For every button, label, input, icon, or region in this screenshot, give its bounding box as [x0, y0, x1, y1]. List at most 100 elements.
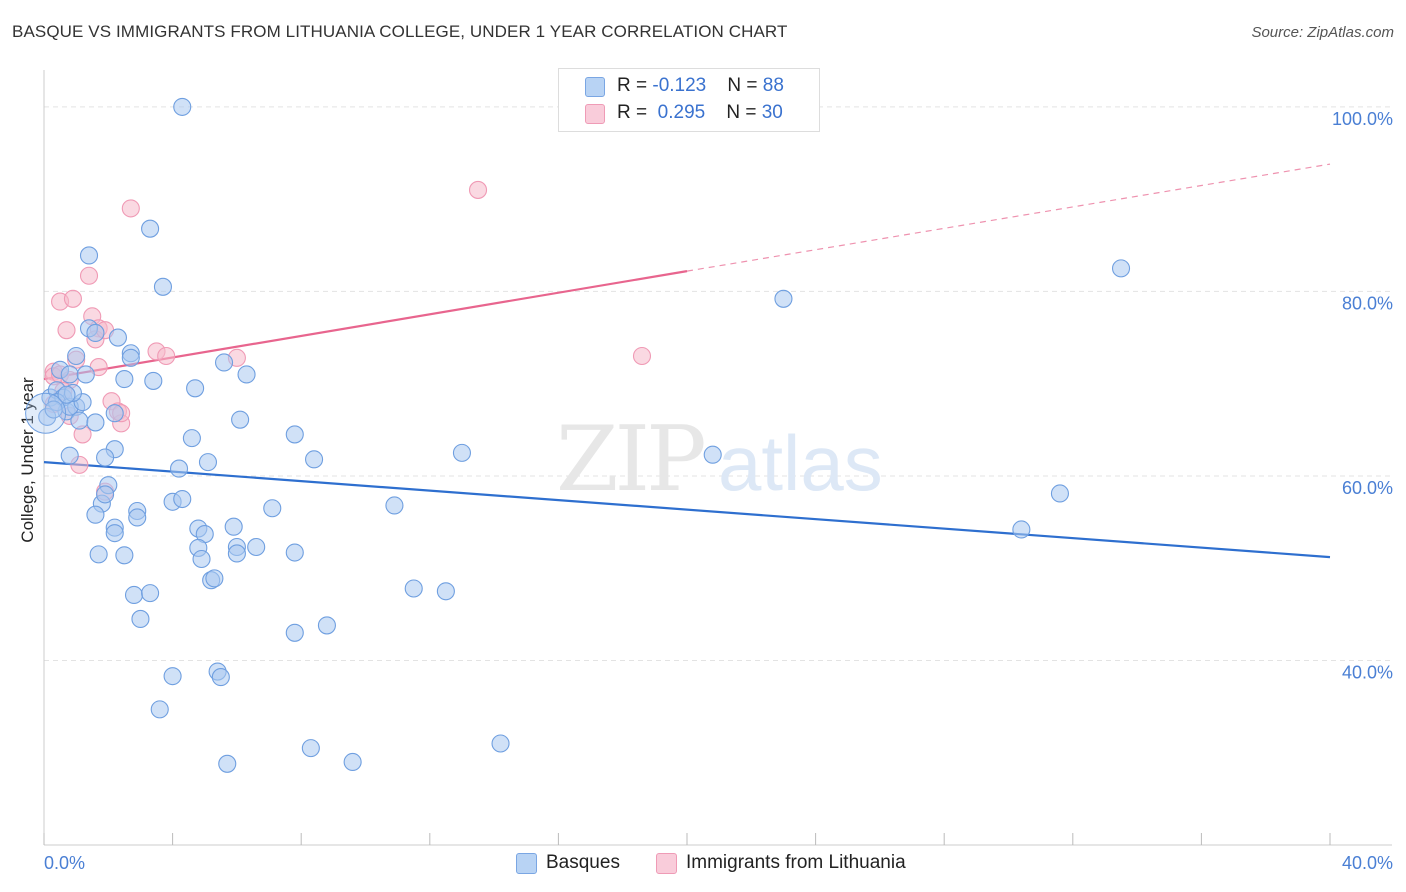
lithuania-point — [632, 346, 652, 366]
basques-point — [198, 453, 218, 472]
basques-point — [173, 97, 192, 116]
basques-point — [343, 752, 362, 772]
basques-point — [105, 404, 124, 423]
chart-source: Source: ZipAtlas.com — [1251, 24, 1394, 41]
basques-point — [231, 410, 250, 429]
basques-point — [703, 445, 722, 464]
basques-point — [214, 353, 234, 372]
basques-point — [205, 569, 224, 588]
basques-point — [76, 365, 95, 384]
bottom-legend-swatch-basques — [516, 853, 537, 874]
lithuania-point — [157, 346, 176, 366]
basques-point — [285, 543, 304, 562]
y-tick-label: 80.0% — [1342, 293, 1393, 313]
basques-point — [150, 700, 169, 719]
basques-point — [211, 668, 230, 687]
basques-point — [128, 508, 147, 527]
trend-lines — [43, 163, 1331, 559]
basques-point — [301, 739, 320, 758]
basques-point — [96, 485, 115, 504]
basques-point — [70, 411, 89, 430]
basques-point-cluster — [25, 392, 67, 434]
basques-point — [436, 582, 455, 601]
basques-point — [121, 348, 140, 367]
basques-point — [182, 429, 201, 448]
y-tick-label: 100.0% — [1332, 109, 1393, 129]
basques-point — [163, 667, 182, 686]
basques-point — [192, 549, 211, 569]
basques-point — [1012, 520, 1031, 539]
lithuania-point — [63, 289, 82, 308]
lithuania-point — [121, 199, 140, 218]
x-tick-label-min: 0.0% — [44, 853, 85, 873]
bottom-legend-swatch-lithuania — [656, 853, 677, 874]
basques-point — [86, 323, 105, 342]
series-basques-points — [25, 97, 1131, 773]
basques-point — [131, 609, 150, 629]
y-tick-label: 40.0% — [1342, 662, 1393, 682]
basques-point — [385, 496, 404, 515]
basques-point — [144, 371, 163, 390]
basques-point — [141, 584, 160, 603]
basques-point — [774, 289, 793, 308]
basques-point — [285, 623, 304, 642]
basques-point — [96, 448, 115, 467]
basques-point — [237, 365, 256, 384]
basques-point — [227, 544, 246, 563]
basques-point — [124, 585, 144, 605]
basques-point — [60, 365, 79, 384]
basques-point — [173, 489, 192, 509]
legend-text-basques: R = -0.123 N = 88 — [617, 75, 784, 96]
basques-point — [108, 328, 127, 347]
basques-point — [452, 443, 472, 462]
lithuania-point — [468, 180, 488, 199]
basques-point — [44, 400, 63, 419]
basques-point — [169, 459, 189, 478]
basques-point — [285, 425, 304, 444]
basques-point — [186, 379, 205, 398]
y-tick-label: 60.0% — [1342, 478, 1393, 498]
basques-point — [263, 499, 282, 518]
basques-point — [60, 446, 79, 465]
basques-point — [224, 517, 243, 536]
legend-swatch-lithuania — [585, 104, 605, 124]
chart-title: BASQUE VS IMMIGRANTS FROM LITHUANIA COLL… — [12, 22, 788, 41]
lithuania-point — [79, 266, 99, 285]
trend-line-lithuania — [43, 270, 688, 381]
lithuania-point — [57, 321, 76, 340]
basques-point — [153, 277, 173, 296]
grid-lines — [44, 106, 1392, 661]
trend-line-basques — [43, 461, 1331, 559]
basques-point — [86, 505, 105, 524]
x-tick-label-max: 40.0% — [1342, 853, 1393, 873]
basques-point — [1050, 484, 1069, 503]
legend-swatch-basques — [585, 77, 605, 97]
stats-legend: R = -0.123 N = 88 R = 0.295 N = 30 — [558, 68, 820, 132]
basques-point — [89, 545, 108, 564]
basques-point — [105, 524, 124, 543]
trend-line-lithuania-extension — [686, 163, 1331, 272]
tick-labels: 40.0% 60.0% 80.0% 100.0% 0.0% 40.0% — [44, 109, 1393, 873]
bottom-legend-label-basques: Basques — [546, 852, 620, 873]
basques-point — [86, 413, 105, 432]
basques-point — [115, 370, 134, 389]
legend-text-lithuania: R = 0.295 N = 30 — [617, 102, 783, 123]
basques-point — [491, 734, 510, 753]
basques-point — [141, 219, 160, 238]
axes — [43, 70, 1392, 846]
basques-point — [115, 546, 134, 565]
basques-point — [67, 346, 86, 366]
basques-point — [404, 579, 423, 598]
basques-point — [218, 754, 237, 773]
basques-point — [305, 450, 324, 469]
basques-point — [1111, 259, 1131, 278]
watermark-zip: ZIP — [556, 407, 704, 512]
basques-point — [79, 246, 99, 265]
bottom-legend-label-lithuania: Immigrants from Lithuania — [686, 852, 906, 873]
watermark-atlas: atlas — [718, 419, 883, 507]
watermark: ZIP atlas — [556, 407, 883, 512]
basques-point — [57, 385, 76, 404]
basques-point — [247, 537, 266, 557]
basques-point — [317, 616, 336, 635]
